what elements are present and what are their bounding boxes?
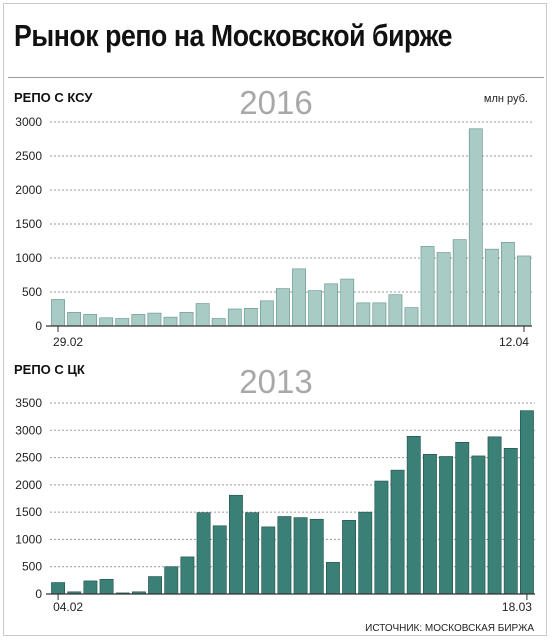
chart2-bar <box>180 556 195 595</box>
chart2-bar <box>228 494 243 595</box>
chart2-bar <box>309 518 324 595</box>
chart2-bar <box>406 435 421 595</box>
chart1-bar <box>484 248 499 327</box>
chart1-bar <box>115 318 130 327</box>
chart2-bar <box>455 441 470 595</box>
chart2-bar <box>164 566 179 595</box>
chart2-year: 2013 <box>239 363 312 400</box>
chart2-bar <box>374 480 389 595</box>
chart1-bar <box>404 307 419 327</box>
chart2-ytick-label: 3000 <box>15 423 42 437</box>
chart1-bar <box>340 278 355 327</box>
chart2-bar <box>148 576 163 595</box>
chart1-title: РЕПО С КСУ <box>14 90 93 105</box>
chart1-bar <box>211 318 226 327</box>
chart1-bar <box>501 242 515 327</box>
chart1-bar <box>356 302 371 327</box>
chart1-bar <box>292 268 306 327</box>
chart1-bar <box>276 288 290 327</box>
chart2-bar <box>439 456 454 595</box>
chart1-bar <box>131 314 146 327</box>
chart1-ytick-label: 1500 <box>15 217 42 231</box>
chart1-ytick-label: 2000 <box>15 183 42 197</box>
chart2-first-date: 04.02 <box>53 600 83 614</box>
chart1-bar <box>67 312 81 327</box>
chart2-bar <box>212 525 227 595</box>
chart2-ytick-label: 2500 <box>15 451 42 465</box>
chart1-bar <box>195 303 210 327</box>
chart1-bar <box>308 290 322 327</box>
chart2-last-date: 18.03 <box>502 600 532 614</box>
source-note: ИСТОЧНИК: МОСКОВСКАЯ БИРЖА <box>365 623 534 634</box>
chart2-bar <box>422 453 437 595</box>
chart1-bar <box>517 255 531 327</box>
chart1-bar <box>99 317 114 327</box>
chart2-bar <box>519 410 534 595</box>
chart2-bar <box>390 469 405 595</box>
chart1-bar <box>436 252 451 327</box>
chart2-ytick-label: 2000 <box>15 478 42 492</box>
chart2-bar <box>471 455 486 595</box>
chart2-bar <box>293 517 308 595</box>
chart1-bar <box>179 312 194 327</box>
chart1-bar <box>324 283 339 327</box>
chart2-bar <box>277 516 292 595</box>
chart2-bar <box>196 512 211 595</box>
chart1-bar <box>163 316 178 327</box>
figure-frame <box>3 3 547 636</box>
chart1-bar <box>468 128 483 327</box>
page-title: Рынок репо на Московской бирже <box>14 18 453 53</box>
chart2-bar <box>245 512 260 595</box>
chart1-bar <box>227 308 242 327</box>
chart2-title: РЕПО С ЦК <box>14 362 85 377</box>
chart1-ytick-label: 500 <box>22 285 42 299</box>
chart2-bar <box>325 562 340 595</box>
chart2-ytick-label: 1500 <box>15 505 42 519</box>
chart1-ytick-label: 2500 <box>15 149 42 163</box>
chart1-ytick-label: 0 <box>35 319 42 333</box>
chart1-last-date: 12.04 <box>499 335 529 349</box>
chart2-bar <box>83 580 98 595</box>
chart2-ytick-label: 0 <box>35 587 42 601</box>
chart2-bar <box>261 526 276 595</box>
chart2-bar <box>503 447 518 595</box>
chart2-bar <box>51 582 66 595</box>
chart1-bar <box>51 299 65 327</box>
chart2-bar <box>487 436 502 595</box>
chart2-ytick-label: 1000 <box>15 532 42 546</box>
chart2-bar <box>99 578 114 595</box>
chart1-bar <box>388 294 403 327</box>
chart1-bar <box>372 302 387 327</box>
chart1-bar <box>452 239 467 327</box>
chart2-bar <box>358 511 373 595</box>
chart1-first-date: 29.02 <box>53 335 83 349</box>
chart1-bar <box>260 300 274 327</box>
chart2-ytick-label: 500 <box>22 560 42 574</box>
chart1-ytick-label: 1000 <box>15 251 42 265</box>
chart1-unit: млн руб. <box>484 93 528 105</box>
chart1-bar <box>83 314 98 327</box>
chart1-ytick-label: 3000 <box>15 115 42 129</box>
title-divider <box>8 77 544 78</box>
chart1-bar <box>147 312 162 327</box>
chart1-bar <box>420 246 435 327</box>
chart1-bar <box>243 308 258 327</box>
chart2-ytick-label: 3500 <box>15 396 42 410</box>
chart2-bar <box>342 520 357 595</box>
chart1-year: 2016 <box>239 84 312 121</box>
